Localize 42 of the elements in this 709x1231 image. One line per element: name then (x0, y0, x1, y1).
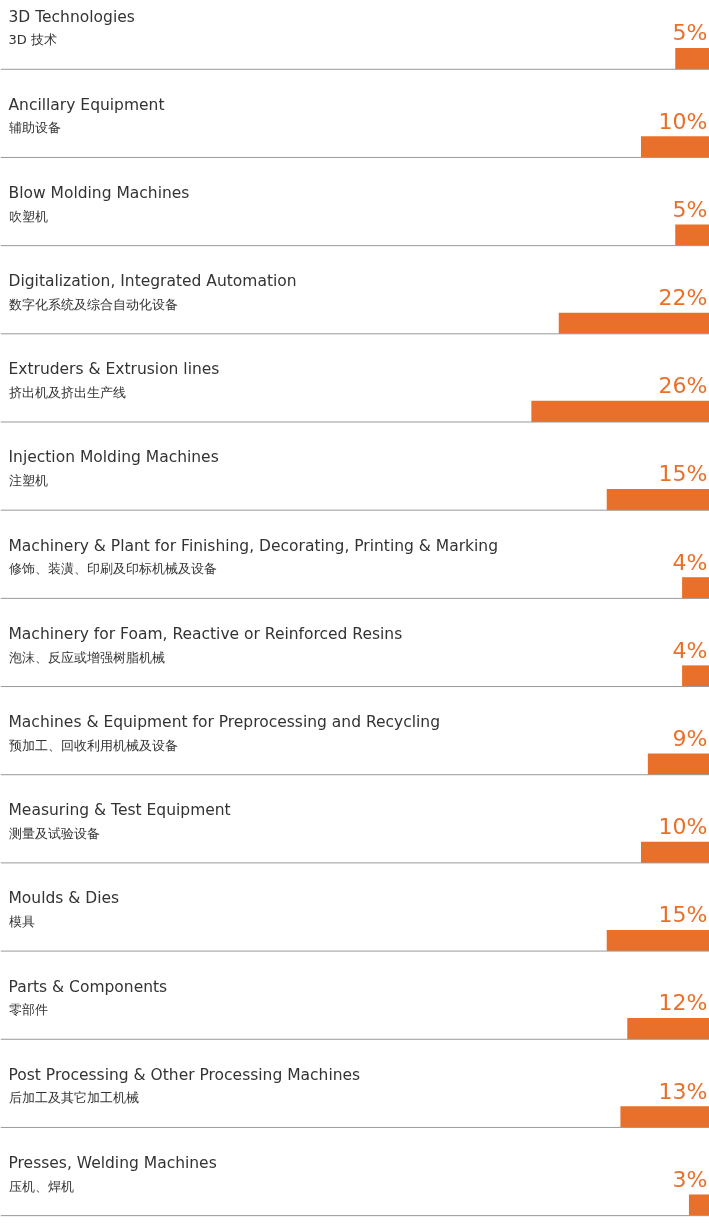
data-label: 12% (658, 990, 708, 1016)
bar (640, 136, 709, 158)
y-tick-label: Injection Molding Machines 注塑机 (8, 448, 219, 489)
y-tick-label: Presses, Welding Machines 压机、焊机 (8, 1153, 217, 1194)
bar (682, 665, 709, 687)
data-label: 4% (672, 637, 708, 663)
data-label: 10% (658, 814, 708, 840)
y-tick-label: Post Processing & Other Processing Machines 后加工及其它加工机械 (8, 1065, 361, 1106)
y-tick-label: Machines & Equipment for Preprocessing and Recycling 预加工、回收利用机械及设备 (8, 713, 440, 753)
y-tick-label: Measuring & Test Equipment 测量及试验设备 (8, 801, 231, 841)
bar (627, 1018, 709, 1040)
bar (688, 1194, 709, 1216)
bar (531, 400, 709, 422)
bar (675, 48, 709, 70)
y-tick-label: Digitalization, Integrated Automation 数字化系统及综合自动化设备 (8, 272, 297, 312)
data-label: 10% (658, 108, 708, 134)
data-label: 13% (658, 1078, 708, 1104)
data-label: 5% (672, 196, 708, 222)
data-label: 26% (658, 373, 708, 399)
y-tick-label: Ancillary Equipment 辅助设备 (8, 95, 165, 136)
bar (558, 312, 709, 334)
y-tick-label: Extruders & Extrusion lines 挤出机及挤出生产线 (8, 360, 220, 400)
y-tick-label: Blow Molding Machines 吹塑机 (8, 183, 190, 224)
data-label: 3% (672, 1166, 708, 1192)
bar (640, 841, 709, 863)
data-label: 15% (658, 902, 708, 928)
y-tick-label: Parts & Components 零部件 (8, 977, 168, 1018)
y-tick-label: Machinery for Foam, Reactive or Reinforced Resins 泡沫、反应或增强树脂机械 (8, 624, 403, 665)
y-tick-label: Machinery & Plant for Finishing, Decorating, Printing & Marking 修饰、装潢、印刷及印标机械及设备 (8, 536, 499, 577)
data-label: 5% (672, 20, 708, 46)
data-label: 15% (658, 461, 708, 487)
y-tick-label: Moulds & Dies 模具 (8, 889, 120, 930)
bar (675, 224, 709, 246)
bar (606, 929, 709, 952)
data-label: 22% (658, 285, 708, 311)
bar (647, 753, 709, 775)
y-tick-label: 3D Technologies 3D 技术 (8, 7, 135, 48)
data-label: 9% (672, 725, 708, 751)
bar (682, 577, 709, 599)
bar (606, 489, 709, 511)
bar (620, 1106, 709, 1128)
data-label: 4% (672, 549, 708, 575)
